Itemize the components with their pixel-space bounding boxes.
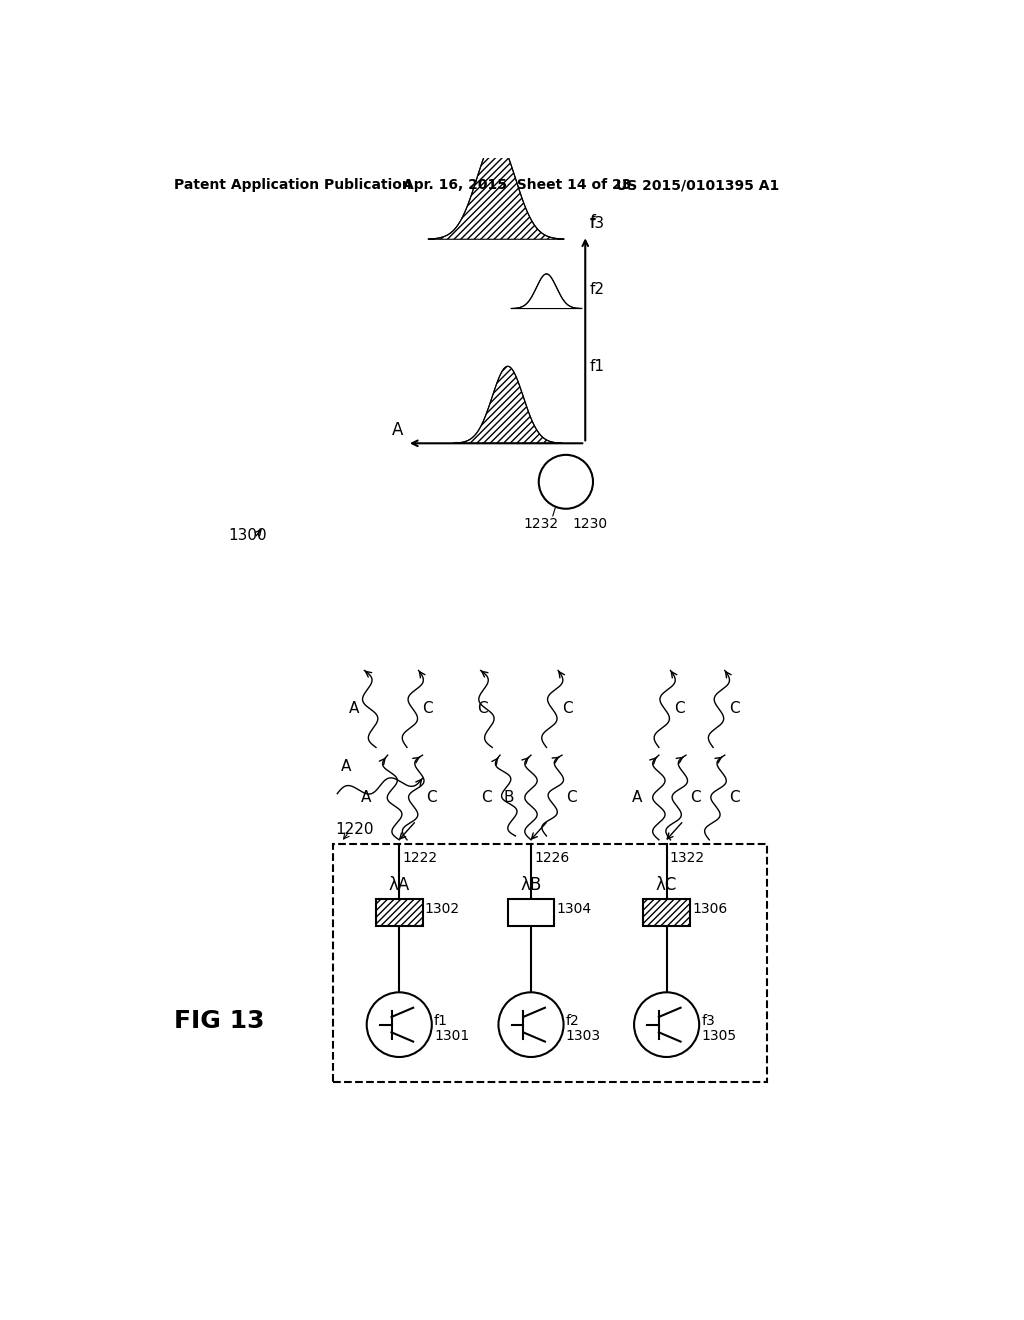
Circle shape (539, 455, 593, 508)
Text: US 2015/0101395 A1: US 2015/0101395 A1 (616, 178, 779, 193)
Text: C: C (423, 701, 433, 717)
Text: 1322: 1322 (670, 850, 705, 865)
Text: λA: λA (389, 875, 410, 894)
Text: A: A (392, 421, 403, 440)
Text: f2: f2 (566, 1014, 580, 1028)
Text: 1222: 1222 (402, 850, 437, 865)
Text: C: C (729, 701, 739, 717)
Polygon shape (454, 367, 562, 444)
Text: 1305: 1305 (701, 1030, 736, 1043)
Text: C: C (675, 701, 685, 717)
Text: A: A (341, 759, 351, 775)
Text: C: C (477, 701, 487, 717)
Text: FIG 13: FIG 13 (174, 1008, 265, 1032)
Text: C: C (690, 789, 700, 805)
Text: Patent Application Publication: Patent Application Publication (174, 178, 413, 193)
Text: C: C (426, 789, 437, 805)
Text: f1: f1 (589, 359, 604, 374)
Text: 1232: 1232 (523, 517, 558, 531)
Text: 1303: 1303 (566, 1030, 601, 1043)
Text: C: C (562, 701, 572, 717)
Text: 1302: 1302 (425, 902, 460, 916)
Text: B: B (504, 789, 514, 805)
Bar (643, 899, 690, 927)
Text: f3: f3 (589, 216, 604, 231)
Text: A: A (360, 789, 371, 805)
Text: f3: f3 (701, 1014, 715, 1028)
Polygon shape (428, 139, 564, 239)
Text: 1220: 1220 (335, 822, 374, 837)
Text: 1226: 1226 (535, 850, 569, 865)
Bar (376, 899, 423, 927)
Text: 1304: 1304 (557, 902, 592, 916)
Text: A: A (349, 701, 359, 717)
Bar (334, 843, 767, 1082)
Text: 1300: 1300 (228, 528, 267, 544)
Text: f: f (590, 214, 596, 231)
Text: 1301: 1301 (434, 1030, 469, 1043)
Text: C: C (566, 789, 577, 805)
Bar (508, 899, 554, 927)
Circle shape (499, 993, 563, 1057)
Text: f1: f1 (434, 1014, 449, 1028)
Text: λB: λB (520, 875, 542, 894)
Text: Apr. 16, 2015  Sheet 14 of 23: Apr. 16, 2015 Sheet 14 of 23 (403, 178, 632, 193)
Text: C: C (729, 789, 739, 805)
Text: λC: λC (656, 875, 677, 894)
Text: 1306: 1306 (692, 902, 727, 916)
Text: 1230: 1230 (572, 517, 607, 531)
Text: A: A (632, 789, 642, 805)
Text: a: a (554, 465, 579, 499)
Text: C: C (480, 789, 492, 805)
Circle shape (367, 993, 432, 1057)
Circle shape (634, 993, 699, 1057)
Text: f2: f2 (589, 281, 604, 297)
